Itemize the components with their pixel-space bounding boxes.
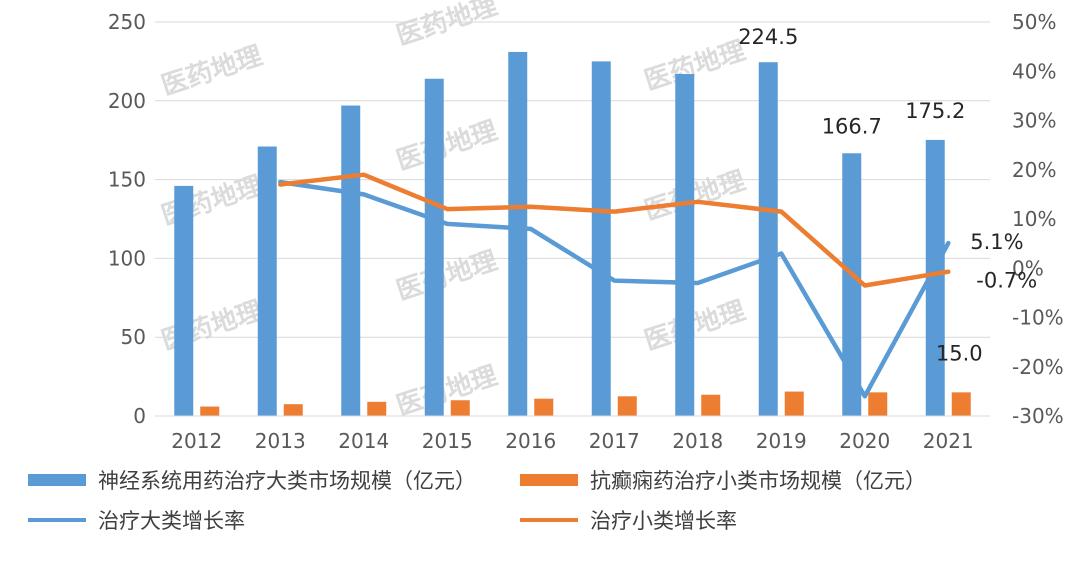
y-axis-right: -30% -20% -10% 0% 10% 20% 30% 40% 50%: [1012, 10, 1064, 428]
bar-neuro: [591, 61, 611, 417]
legend-label: 神经系统用药治疗大类市场规模（亿元）: [98, 469, 476, 493]
y-left-tick-label: 100: [108, 246, 146, 270]
legend-label: 抗癫痫药治疗小类市场规模（亿元）: [590, 469, 926, 493]
bar-epilepsy: [784, 391, 804, 416]
watermark: 医药地理: [393, 246, 501, 307]
bar-epilepsy: [283, 404, 303, 416]
bar-neuro: [341, 105, 361, 416]
legend: 神经系统用药治疗大类市场规模（亿元） 抗癫痫药治疗小类市场规模（亿元） 治疗大类…: [28, 462, 1068, 562]
bar-neuro: [257, 146, 277, 416]
y-left-tick-label: 0: [133, 404, 146, 428]
watermark: 医药地理: [393, 116, 501, 177]
x-axis: 2012 2013 2014 2015 2016 2017 2018 2019 2020 2021: [155, 415, 990, 453]
series-bars-epilepsy: [200, 391, 971, 416]
y-right-tick-label: 30%: [1012, 109, 1056, 133]
legend-item-3[interactable]: 治疗小类增长率: [520, 502, 737, 538]
bar-epilepsy: [534, 398, 554, 416]
y-left-tick-label: 250: [108, 10, 146, 34]
legend-label: 治疗大类增长率: [98, 509, 245, 533]
watermark: 医药地理: [158, 296, 266, 357]
y-right-tick-label: -30%: [1012, 404, 1064, 428]
watermark: 医药地理: [641, 166, 749, 227]
bar-neuro: [758, 62, 778, 417]
legend-swatch-line: [28, 518, 86, 522]
legend-item-0[interactable]: 神经系统用药治疗大类市场规模（亿元）: [28, 462, 476, 498]
legend-label: 治疗小类增长率: [590, 509, 737, 533]
x-tick-label: 2012: [171, 429, 222, 453]
x-tick-label: 2018: [672, 429, 723, 453]
legend-swatch-line: [520, 518, 578, 522]
bar-epilepsy: [868, 392, 888, 416]
data-label: 224.5: [738, 25, 798, 49]
y-right-tick-label: -10%: [1012, 306, 1064, 330]
bar-epilepsy: [450, 400, 470, 416]
series-lines: [278, 172, 951, 399]
data-label: 175.2: [905, 99, 965, 123]
y-right-tick-label: 40%: [1012, 59, 1056, 83]
data-labels: 224.5 166.7 175.2 15.0 5.1% -0.7%: [738, 25, 1037, 365]
watermark: 医药地理: [158, 41, 266, 102]
y-left-tick-label: 200: [108, 89, 146, 113]
bar-neuro: [675, 74, 695, 417]
bar-neuro: [424, 78, 444, 417]
x-tick-label: 2019: [756, 429, 807, 453]
bar-epilepsy: [367, 401, 387, 416]
x-tick-label: 2013: [255, 429, 306, 453]
y-right-tick-label: 20%: [1012, 158, 1056, 182]
y-right-tick-label: 0%: [1012, 256, 1044, 280]
watermark: 医药地理: [393, 361, 501, 422]
bar-neuro: [925, 139, 945, 416]
watermark: 医药地理: [641, 36, 749, 97]
bar-epilepsy: [701, 394, 721, 416]
bar-epilepsy: [617, 396, 637, 416]
legend-swatch-bar: [520, 474, 578, 486]
x-tick-label: 2017: [589, 429, 640, 453]
x-tick-label: 2021: [923, 429, 974, 453]
bar-epilepsy: [200, 406, 220, 416]
x-tick-label: 2016: [505, 429, 556, 453]
gridlines: [155, 21, 990, 417]
bar-epilepsy: [951, 392, 971, 416]
data-label: 15.0: [936, 341, 983, 365]
legend-item-1[interactable]: 抗癫痫药治疗小类市场规模（亿元）: [520, 462, 926, 498]
x-tick-label: 2015: [422, 429, 473, 453]
bar-neuro: [842, 153, 862, 416]
data-label: -0.7%: [976, 269, 1037, 293]
data-label: 5.1%: [970, 230, 1023, 254]
x-tick-label: 2014: [338, 429, 389, 453]
y-left-tick-label: 150: [108, 168, 146, 192]
series-bars-neuro: [174, 51, 945, 417]
y-left-tick-label: 50: [121, 325, 146, 349]
legend-item-2[interactable]: 治疗大类增长率: [28, 502, 245, 538]
watermark: 医药地理: [393, 0, 501, 52]
x-tick-label: 2020: [839, 429, 890, 453]
bar-neuro: [174, 185, 194, 416]
y-right-tick-label: -20%: [1012, 355, 1064, 379]
legend-swatch-bar: [28, 474, 86, 486]
watermark: 医药地理: [641, 296, 749, 357]
y-right-tick-label: 10%: [1012, 207, 1056, 231]
data-label: 166.7: [822, 114, 882, 138]
bar-neuro: [508, 51, 528, 416]
y-axis-left: 0 50 100 150 200 250: [108, 10, 146, 428]
y-right-tick-label: 50%: [1012, 10, 1056, 34]
